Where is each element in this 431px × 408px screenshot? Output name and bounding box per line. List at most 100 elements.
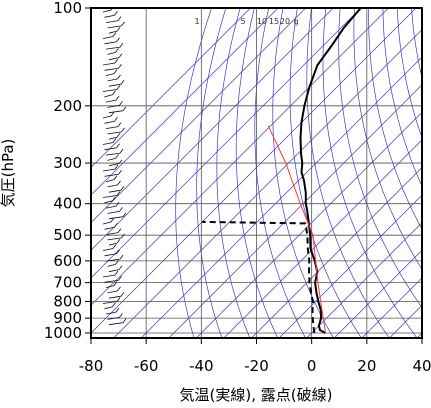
wind-barb xyxy=(108,238,121,246)
wind-barb xyxy=(108,53,123,61)
wind-barb xyxy=(102,270,119,278)
x-tick-label: -60 xyxy=(134,357,159,375)
isotherm-line xyxy=(333,249,422,338)
wind-barb xyxy=(104,37,120,45)
wind-barb xyxy=(102,217,115,225)
wind-barb xyxy=(102,58,119,66)
dewpoint-line xyxy=(202,220,316,334)
dry-adiabat-line xyxy=(322,8,418,338)
wind-barb xyxy=(105,201,120,209)
mixing-ratio-label: g xyxy=(293,17,298,26)
wind-barb xyxy=(105,122,122,129)
wind-barb xyxy=(107,127,125,135)
isotherm-line xyxy=(251,167,422,338)
mixing-ratio-label: 10 xyxy=(257,17,267,26)
x-axis-ticks: -80 -60 -40 -20 0 20 40 xyxy=(79,338,431,375)
isotherm-line xyxy=(91,8,334,251)
wind-barb xyxy=(105,42,124,50)
wind-barb xyxy=(108,132,121,140)
wind-barb xyxy=(104,223,118,230)
dry-adiabat-lines xyxy=(91,8,431,340)
wind-barb xyxy=(108,318,127,326)
dry-adiabat-line xyxy=(289,8,362,338)
wind-barb xyxy=(102,244,117,251)
isotherm-line xyxy=(361,277,422,338)
isotherm-line xyxy=(195,111,422,338)
mixing-ratio-label: 1 xyxy=(194,17,199,26)
wind-barb xyxy=(104,170,122,177)
wind-barb xyxy=(102,138,117,145)
dry-adiabat-line xyxy=(254,8,306,338)
wind-barb xyxy=(102,164,119,172)
wind-barb xyxy=(102,8,113,13)
dry-adiabat-line xyxy=(426,8,431,340)
y-tick-label: 100 xyxy=(53,0,82,17)
isotherm-line xyxy=(91,8,417,334)
wind-barb xyxy=(104,143,120,151)
wind-barb xyxy=(107,180,121,188)
x-tick-label: -40 xyxy=(189,357,214,375)
wind-barb xyxy=(102,32,117,39)
dry-adiabat-line xyxy=(235,8,279,338)
wind-barb xyxy=(105,175,118,182)
wind-barb xyxy=(108,159,123,167)
mixing-ratio-label: 15 xyxy=(269,17,279,26)
wind-barb xyxy=(104,249,120,257)
isotherm-line xyxy=(91,8,362,279)
dry-adiabat-line xyxy=(216,8,251,338)
wind-barb xyxy=(104,11,118,18)
isotherm-line xyxy=(91,8,307,224)
isotherm-line xyxy=(223,139,422,338)
y-tick-label: 300 xyxy=(53,154,82,172)
mixing-ratio-label: 20 xyxy=(280,17,290,26)
x-tick-label: -80 xyxy=(79,357,104,375)
x-tick-label: 20 xyxy=(357,357,376,375)
wind-barb xyxy=(104,196,116,204)
isotherm-line xyxy=(306,222,422,338)
wind-barb xyxy=(107,74,121,82)
wind-barb xyxy=(105,148,124,156)
wind-barb xyxy=(102,297,121,304)
y-tick-label: 200 xyxy=(53,97,82,115)
y-tick-label: 500 xyxy=(53,226,82,244)
wind-barb xyxy=(107,286,121,294)
wind-barb xyxy=(105,95,120,103)
isotherm-line xyxy=(168,84,422,338)
wind-barb xyxy=(105,69,118,76)
dry-adiabat-line xyxy=(306,8,390,338)
wind-barb xyxy=(105,228,122,235)
y-tick-label: 900 xyxy=(53,309,82,327)
wind-barb xyxy=(107,154,119,161)
wind-barbs xyxy=(102,8,127,326)
wind-barb xyxy=(108,265,123,273)
dry-adiabat-line xyxy=(382,8,422,187)
wind-barb xyxy=(104,64,122,71)
wind-barb xyxy=(104,90,116,98)
y-tick-label: 800 xyxy=(53,293,82,311)
mixing-ratio-label: 5 xyxy=(240,17,245,26)
wind-barb xyxy=(107,233,125,241)
x-tick-label: 40 xyxy=(412,357,431,375)
isotherm-line xyxy=(91,8,389,306)
wind-barb xyxy=(102,191,121,198)
wind-barb xyxy=(107,207,123,214)
y-tick-label: 600 xyxy=(53,252,82,270)
wind-barb xyxy=(107,48,119,55)
isotherm-line xyxy=(113,29,422,338)
wind-barb xyxy=(102,111,115,119)
mixing-ratio-labels: 1 5 10 15 20 g xyxy=(194,17,298,26)
wind-barb xyxy=(104,117,118,124)
wind-barb xyxy=(108,26,121,34)
grid-lines xyxy=(91,8,422,338)
x-axis-title: 気温(実線), 露点(破線) xyxy=(180,386,333,404)
temperature-line xyxy=(299,8,362,334)
y-tick-label: 700 xyxy=(53,274,82,292)
wind-barb xyxy=(104,276,122,283)
y-tick-label: 400 xyxy=(53,195,82,213)
dry-adiabat-line xyxy=(175,8,212,338)
wind-barb xyxy=(107,260,119,267)
y-axis-title: 気圧(hPa) xyxy=(0,139,17,208)
wind-barb xyxy=(105,16,122,23)
isotherm-line xyxy=(278,194,422,338)
